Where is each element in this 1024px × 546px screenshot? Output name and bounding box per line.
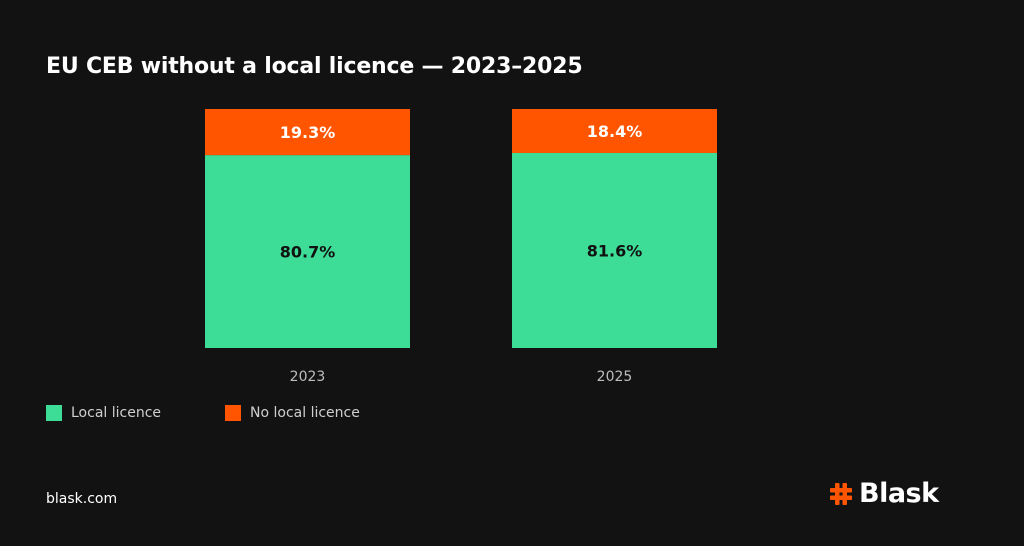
legend-swatch-local [46, 405, 62, 421]
data-label-no-local-2023: 19.3% [280, 123, 336, 142]
x-tick-label-2023: 2023 [290, 369, 326, 385]
bar-segment-no-local-2023 [205, 109, 410, 156]
legend: Local licence No local licence [46, 405, 360, 421]
bar-segment-no-local-2025 [512, 109, 717, 153]
chart-title: EU CEB without a local licence — 2023–20… [46, 54, 583, 79]
data-label-local-2025: 81.6% [587, 241, 643, 260]
legend-label-local: Local licence [71, 405, 162, 421]
data-label-local-2023: 80.7% [280, 243, 336, 262]
legend-label-no-local: No local licence [250, 405, 360, 421]
brand-logo: Blask [829, 478, 939, 509]
data-label-no-local-2025: 18.4% [587, 122, 643, 141]
brand-name: Blask [859, 478, 939, 509]
x-tick-label-2025: 2025 [597, 369, 633, 385]
legend-item-no-local: No local licence [225, 405, 360, 421]
bar-segment-local-2025 [512, 152, 717, 348]
stacked-bar-chart: 80.7% 19.3% 2023 81.6% 18.4% 2025 [205, 109, 717, 385]
bar-segment-local-2023 [205, 155, 410, 348]
legend-item-local: Local licence [46, 405, 161, 421]
hash-icon [830, 482, 852, 505]
footer-url[interactable]: blask.com [46, 491, 118, 507]
legend-swatch-no-local [225, 405, 242, 421]
